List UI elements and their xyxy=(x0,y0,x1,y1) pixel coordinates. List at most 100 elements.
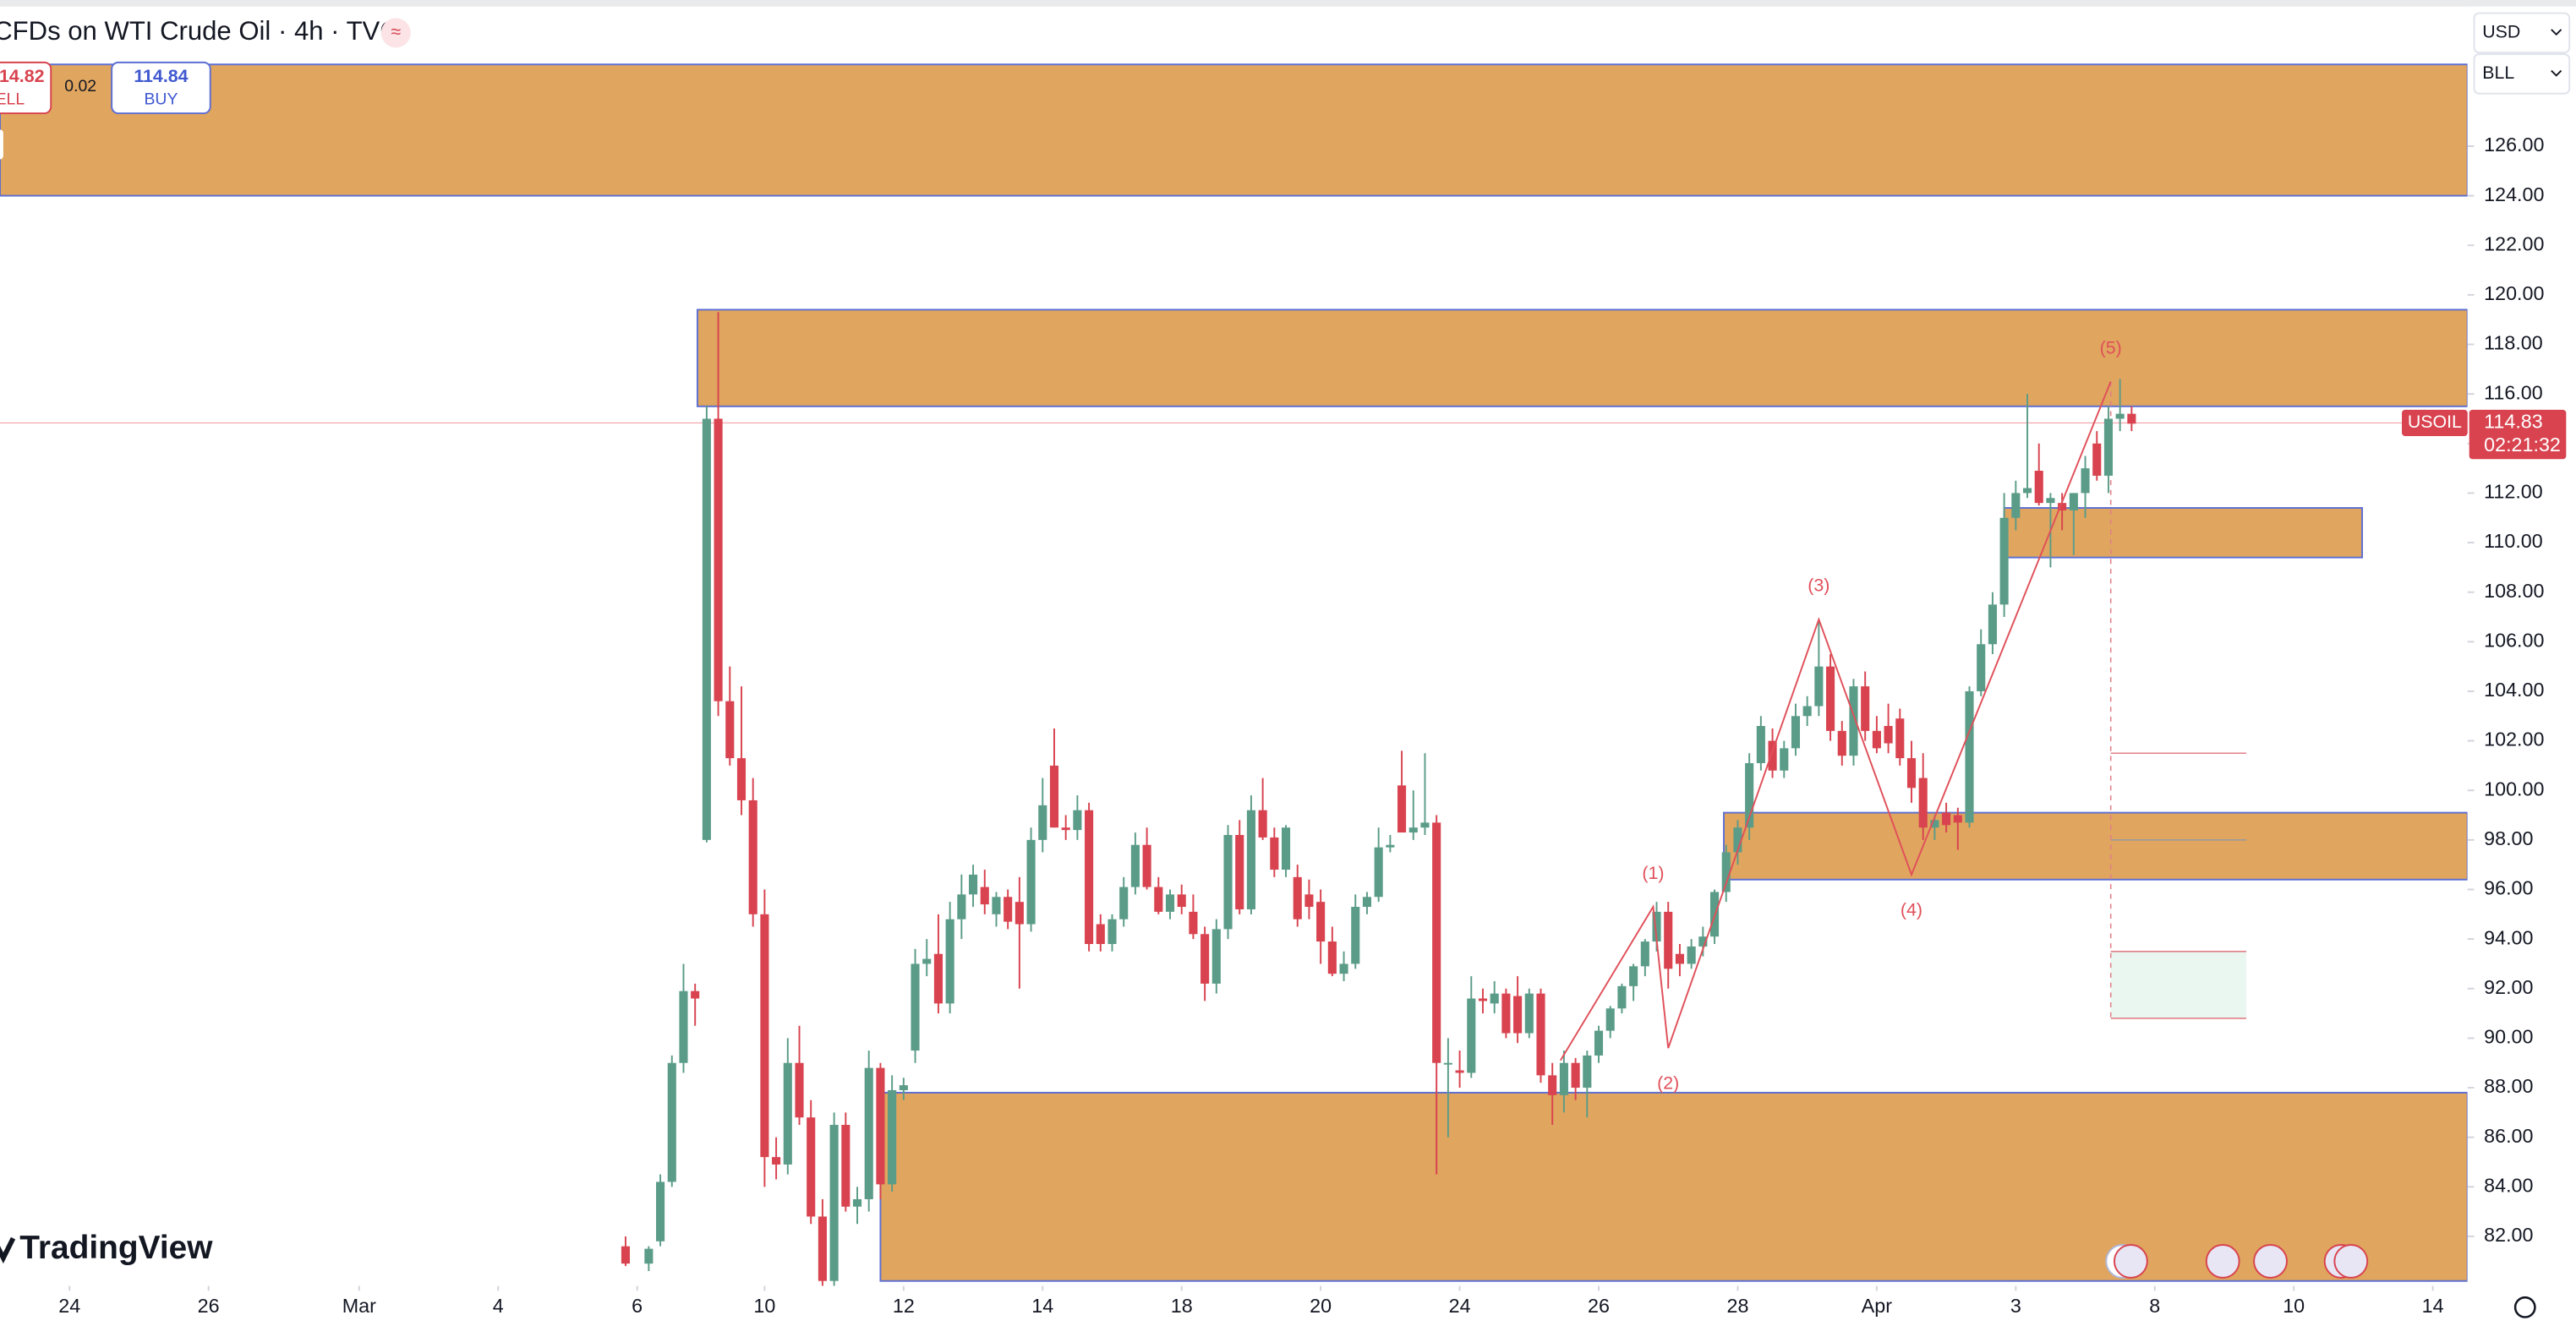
x-tick-label: Apr xyxy=(1862,1295,1892,1317)
x-tick-label: 28 xyxy=(1726,1295,1748,1317)
spread: 0.02 xyxy=(64,77,96,95)
candle-body xyxy=(1802,706,1812,717)
candle-body xyxy=(1096,924,1105,945)
candle-body xyxy=(1443,1062,1452,1065)
x-tick-label: 6 xyxy=(632,1295,643,1317)
y-tick-label: 84.00 xyxy=(2484,1174,2533,1196)
buy-button[interactable] xyxy=(111,61,211,115)
candle-body xyxy=(1675,953,1684,964)
candle-body xyxy=(1837,730,1846,756)
candle-body xyxy=(667,1062,676,1182)
candle-body xyxy=(1988,604,1997,645)
event-icons xyxy=(2105,1244,2369,1279)
x-tick-label: 12 xyxy=(893,1295,915,1317)
y-tick-label: 82.00 xyxy=(2484,1224,2533,1246)
price-scale xyxy=(2467,6,2576,1326)
candle-body xyxy=(1397,785,1407,833)
sell-button[interactable] xyxy=(0,61,52,115)
x-tick-label: 4 xyxy=(493,1295,504,1317)
event-icon[interactable] xyxy=(2113,1244,2148,1279)
event-icon[interactable] xyxy=(2333,1244,2369,1279)
candle-body xyxy=(644,1248,654,1264)
candle-body xyxy=(1872,730,1881,749)
candle-body xyxy=(2058,503,2067,510)
candle-body xyxy=(1849,686,1858,756)
candle-body xyxy=(1189,911,1198,935)
candle-body xyxy=(1721,852,1731,892)
candle-body xyxy=(1524,993,1534,1034)
x-tick-label: Mar xyxy=(342,1295,376,1317)
candle-body xyxy=(1316,902,1326,942)
event-icon[interactable] xyxy=(2205,1244,2240,1279)
candle-body xyxy=(1814,666,1824,707)
candle-body xyxy=(1513,996,1523,1034)
logo: TradingView xyxy=(19,1230,213,1266)
candle-body xyxy=(1015,902,1024,925)
candle-body xyxy=(957,894,966,919)
x-tick-label: 10 xyxy=(2283,1295,2305,1317)
candle-body xyxy=(864,1067,873,1199)
y-tick-label: 116.00 xyxy=(2484,381,2543,403)
candle-body xyxy=(1061,827,1070,831)
settings-icon[interactable] xyxy=(2513,1296,2536,1318)
x-tick-label: 26 xyxy=(1588,1295,1610,1317)
sell-price: 114.82 xyxy=(0,66,45,86)
candle-body xyxy=(1478,998,1488,1001)
candle-body xyxy=(2081,468,2090,494)
candle-body xyxy=(1258,810,1267,838)
y-tick-label: 110.00 xyxy=(2484,530,2543,552)
y-tick-label: 90.00 xyxy=(2484,1026,2533,1048)
axes: 82.00 84.00 86.00 88.00 90.00 92.00 94.00 96.00… xyxy=(0,6,2576,1326)
y-tick-label: 86.00 xyxy=(2484,1125,2533,1147)
last-price: 114.83 xyxy=(2484,411,2543,433)
candle-body xyxy=(1942,812,1951,826)
market-status-icon: ≈ xyxy=(391,22,401,42)
candle-body xyxy=(1652,911,1661,942)
time-scale xyxy=(0,1285,2468,1326)
candle-body xyxy=(2011,493,2021,518)
candle-body xyxy=(1408,827,1418,833)
y-tick-label: 124.00 xyxy=(2484,183,2544,205)
logo-mark xyxy=(0,1236,16,1264)
x-tick-label: 8 xyxy=(2149,1295,2160,1317)
symbol-badge xyxy=(2402,409,2468,436)
candle-body xyxy=(1698,936,1708,947)
wave-label: (5) xyxy=(2100,337,2122,357)
candle-body xyxy=(1142,844,1151,887)
x-tick-label: 20 xyxy=(1310,1295,1332,1317)
x-tick-label: 14 xyxy=(2422,1295,2444,1317)
market-status xyxy=(380,18,411,48)
y-tick-label: 104.00 xyxy=(2484,679,2544,701)
candle-body xyxy=(1004,897,1013,922)
collapse-button[interactable] xyxy=(0,129,3,160)
y-tick-label: 92.00 xyxy=(2484,976,2533,998)
unit: BLL xyxy=(2482,63,2514,83)
candle-body xyxy=(1617,985,1627,1009)
candle-body xyxy=(795,1062,804,1118)
candle-body xyxy=(1339,963,1348,974)
candle-body xyxy=(1420,822,1430,828)
candle-body xyxy=(1085,810,1094,945)
candle-body xyxy=(1756,726,1765,763)
candle-body xyxy=(1906,758,1917,789)
candle-body xyxy=(1304,894,1314,908)
candle-body xyxy=(1884,726,1893,744)
x-tick-label: 26 xyxy=(198,1295,220,1317)
event-icon[interactable] xyxy=(2253,1244,2288,1279)
candle-body xyxy=(1664,911,1673,969)
candle-body xyxy=(899,1085,908,1090)
candle-body xyxy=(1490,993,1499,1004)
unit-select[interactable] xyxy=(2473,53,2571,95)
x-tick-label: 24 xyxy=(1449,1295,1471,1317)
candle-body xyxy=(1467,998,1476,1073)
wave-label: (3) xyxy=(1808,576,1829,596)
candle-body xyxy=(656,1181,665,1241)
candle-body xyxy=(1223,835,1233,930)
candle-body xyxy=(1977,644,1986,691)
candle-body xyxy=(1687,946,1696,964)
candle-body xyxy=(841,1125,850,1207)
currency-select[interactable] xyxy=(2473,12,2571,54)
candle-body xyxy=(1629,966,1638,986)
candle-body xyxy=(1130,844,1140,887)
